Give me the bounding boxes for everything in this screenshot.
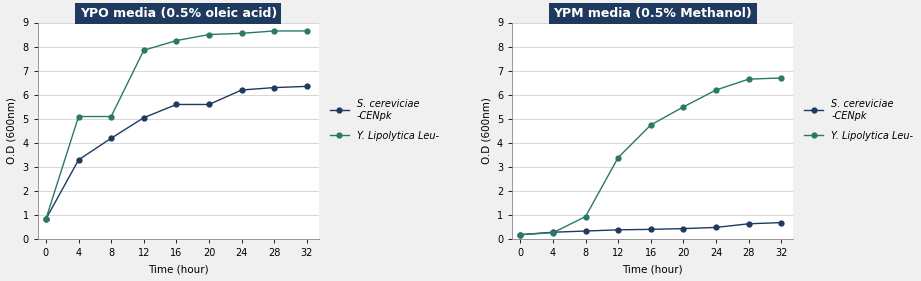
Y-axis label: O.D (600nm): O.D (600nm) — [482, 98, 491, 164]
X-axis label: Time (hour): Time (hour) — [148, 264, 209, 274]
Legend: S. cereviciae
-CENpk, Y. Lipolytica Leu-: S. cereviciae -CENpk, Y. Lipolytica Leu- — [330, 99, 438, 141]
Title: YPM media (0.5% Methanol): YPM media (0.5% Methanol) — [554, 7, 752, 20]
Title: YPO media (0.5% oleic acid): YPO media (0.5% oleic acid) — [80, 7, 277, 20]
Y-axis label: O.D (600nm): O.D (600nm) — [7, 98, 17, 164]
Legend: S. cereviciae
-CENpk, Y. Lipolytica Leu-: S. cereviciae -CENpk, Y. Lipolytica Leu- — [804, 99, 914, 141]
X-axis label: Time (hour): Time (hour) — [623, 264, 683, 274]
